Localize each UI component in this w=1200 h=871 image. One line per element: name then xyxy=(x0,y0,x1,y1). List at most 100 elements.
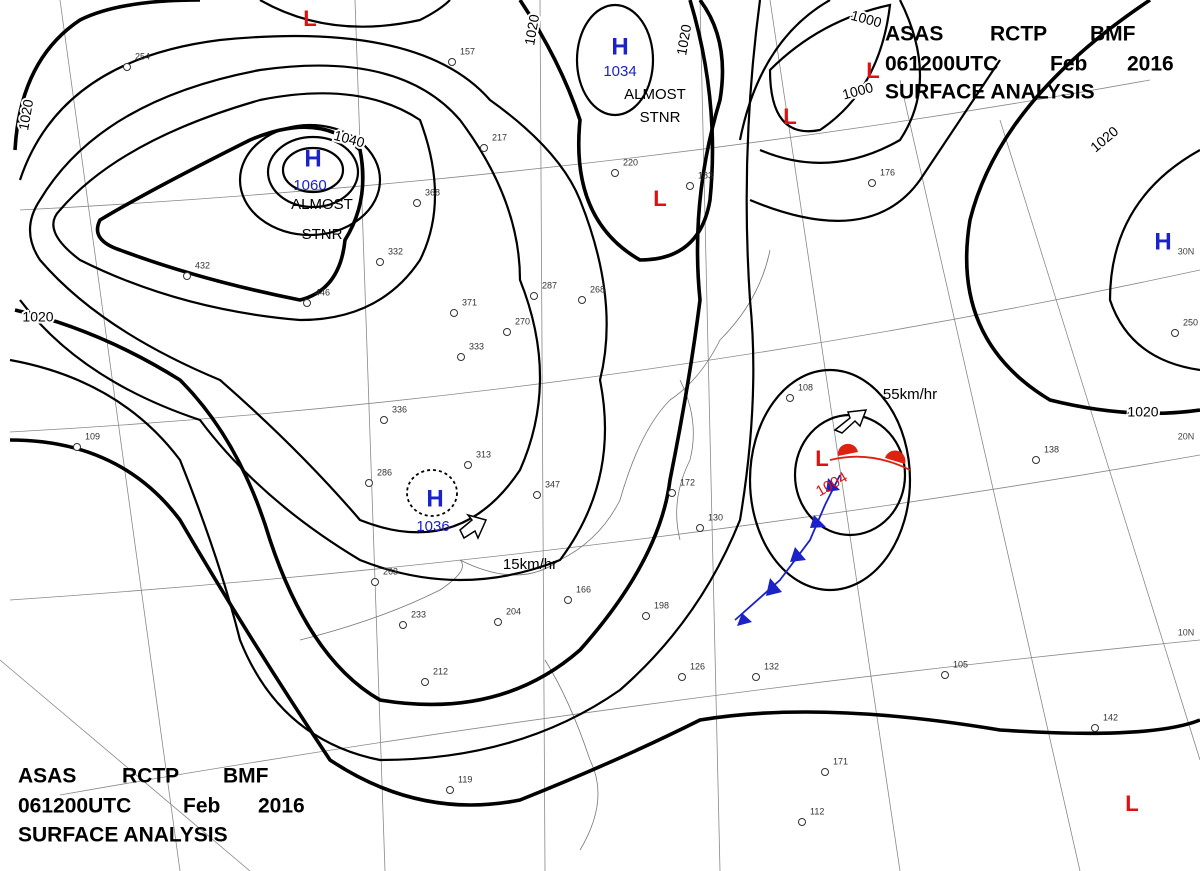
station-plot: 171 xyxy=(833,756,848,766)
station-marker xyxy=(448,58,456,66)
station-marker xyxy=(578,296,586,304)
station-marker xyxy=(533,491,541,499)
motion-label: 55km/hr xyxy=(883,386,937,403)
station-plot: 268 xyxy=(590,284,605,294)
station-plot: 126 xyxy=(690,661,705,671)
station-plot: 250 xyxy=(1183,317,1198,327)
station-marker xyxy=(941,671,949,679)
footer-text: 061200UTC xyxy=(18,795,131,818)
station-marker xyxy=(376,258,384,266)
high-pressure: 1060 xyxy=(293,177,326,194)
station-plot: 263 xyxy=(383,566,398,576)
station-plot: 332 xyxy=(388,246,403,256)
header-text: BMF xyxy=(1090,23,1136,46)
station-marker xyxy=(668,489,676,497)
latitude-label: 10N xyxy=(1178,627,1195,637)
station-marker xyxy=(642,612,650,620)
low-symbol: L xyxy=(653,186,666,211)
isobar-label: 1020 xyxy=(22,309,53,325)
station-plot: 166 xyxy=(576,584,591,594)
station-plot: 198 xyxy=(654,600,669,610)
station-marker xyxy=(611,169,619,177)
station-marker xyxy=(786,394,794,402)
station-plot: 446 xyxy=(315,287,330,297)
footer-text: Feb xyxy=(183,795,220,818)
station-plot: 157 xyxy=(460,46,475,56)
high-symbol: H xyxy=(1154,228,1171,255)
low-symbol: L xyxy=(303,6,316,31)
station-plot: 333 xyxy=(469,341,484,351)
low-symbol: L xyxy=(783,104,796,129)
station-marker xyxy=(464,461,472,469)
station-plot: 132 xyxy=(764,661,779,671)
station-plot: 176 xyxy=(880,167,895,177)
header-text: Feb xyxy=(1050,53,1087,76)
header-text: SURFACE ANALYSIS xyxy=(885,81,1095,104)
coastlines xyxy=(299,249,771,851)
station-marker xyxy=(413,199,421,207)
station-marker xyxy=(1171,329,1179,337)
station-marker xyxy=(678,673,686,681)
high-pressure: 1036 xyxy=(416,518,449,535)
station-marker xyxy=(503,328,511,336)
station-plot: 233 xyxy=(411,609,426,619)
high-symbol: H xyxy=(426,485,443,512)
station-plot: 183 xyxy=(698,170,713,180)
high-note: STNR xyxy=(640,109,681,126)
station-marker xyxy=(1032,456,1040,464)
station-marker xyxy=(380,416,388,424)
station-marker xyxy=(421,678,429,686)
station-plot: 108 xyxy=(798,382,813,392)
high-note: ALMOST xyxy=(291,196,353,213)
station-plot: 368 xyxy=(425,187,440,197)
isobar-label: 1020 xyxy=(1127,404,1158,420)
station-plot: 142 xyxy=(1103,712,1118,722)
station-plot: 432 xyxy=(195,260,210,270)
station-plot: 212 xyxy=(433,666,448,676)
station-plot: 287 xyxy=(542,280,557,290)
low-symbol: L xyxy=(1125,791,1138,816)
station-marker xyxy=(303,299,311,307)
station-marker xyxy=(798,818,806,826)
station-marker xyxy=(371,578,379,586)
station-plot: 112 xyxy=(810,806,824,816)
station-plot: 217 xyxy=(492,132,507,142)
station-plot: 105 xyxy=(953,659,968,669)
station-plot: 204 xyxy=(506,606,521,616)
footer-text: BMF xyxy=(223,765,269,788)
header-text: RCTP xyxy=(990,23,1047,46)
fronts xyxy=(459,409,911,626)
station-plot: 286 xyxy=(377,467,392,477)
footer-text: ASAS xyxy=(18,765,76,788)
high-pressure: 1034 xyxy=(603,63,636,80)
station-plot: 130 xyxy=(708,512,723,522)
station-marker xyxy=(123,63,131,71)
latitude-label: 20N xyxy=(1178,431,1195,441)
header-text: 2016 xyxy=(1127,53,1174,76)
station-plot: 138 xyxy=(1044,444,1059,454)
station-marker xyxy=(752,673,760,681)
station-marker xyxy=(399,621,407,629)
station-marker xyxy=(564,596,572,604)
station-marker xyxy=(686,182,694,190)
low-symbol: L xyxy=(815,446,828,471)
station-plot: 220 xyxy=(623,157,638,167)
station-plot: 313 xyxy=(476,449,491,459)
station-plot: 347 xyxy=(545,479,560,489)
header-text: 061200UTC xyxy=(885,53,998,76)
station-marker xyxy=(494,618,502,626)
station-marker xyxy=(457,353,465,361)
header-text: ASAS xyxy=(885,23,943,46)
station-plot: 109 xyxy=(85,431,100,441)
station-marker xyxy=(365,479,373,487)
station-marker xyxy=(868,179,876,187)
motion-label: 15km/hr xyxy=(503,556,557,573)
station-plot: 336 xyxy=(392,404,407,414)
high-note: ALMOST xyxy=(624,86,686,103)
footer-text: SURFACE ANALYSIS xyxy=(18,824,228,847)
station-marker xyxy=(821,768,829,776)
station-plot: 172 xyxy=(680,477,695,487)
